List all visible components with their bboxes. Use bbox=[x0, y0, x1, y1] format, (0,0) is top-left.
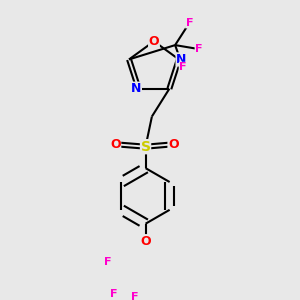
Text: F: F bbox=[179, 62, 187, 72]
Text: S: S bbox=[141, 140, 151, 154]
Text: O: O bbox=[110, 138, 121, 151]
Text: F: F bbox=[186, 18, 193, 28]
Text: F: F bbox=[110, 289, 118, 298]
Text: O: O bbox=[168, 138, 179, 151]
Text: O: O bbox=[149, 35, 159, 48]
Text: F: F bbox=[131, 292, 138, 300]
Text: N: N bbox=[176, 53, 187, 66]
Text: O: O bbox=[140, 235, 151, 248]
Text: F: F bbox=[104, 257, 112, 267]
Text: N: N bbox=[131, 82, 141, 95]
Text: F: F bbox=[195, 44, 203, 54]
